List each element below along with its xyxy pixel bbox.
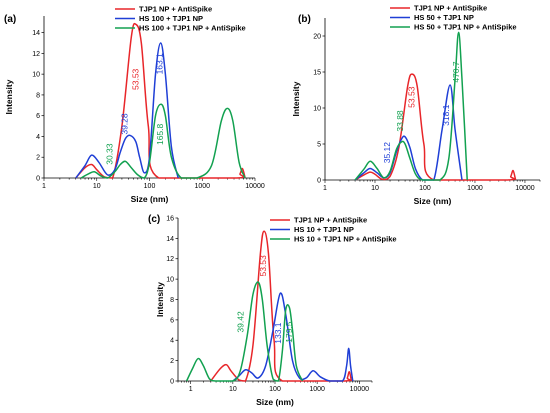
x-tick-label: 1000 — [467, 185, 483, 192]
y-tick-label: 0 — [317, 177, 321, 184]
y-tick-label: 12 — [166, 256, 174, 263]
x-tick-label: 100 — [419, 185, 431, 192]
series-line-red — [354, 73, 517, 181]
legend-entry: HS 10 + TJP1 NP + AntiSpike — [294, 235, 397, 244]
series-line-red — [210, 230, 353, 382]
legend-entry: TJP1 NP + AntiSpike — [294, 216, 367, 225]
peak-annotation: 53.53 — [407, 86, 417, 108]
legend-entry: TJP1 NP + AntiSpike — [414, 4, 487, 13]
y-axis-label: Intensity — [291, 81, 301, 116]
y-tick-label: 8 — [36, 92, 40, 99]
y-tick-label: 14 — [166, 236, 174, 243]
y-tick-label: 6 — [170, 317, 174, 324]
x-tick-label: 10 — [229, 386, 237, 393]
y-tick-label: 2 — [36, 155, 40, 162]
panel-label: (c) — [148, 214, 160, 225]
y-tick-label: 10 — [166, 277, 174, 284]
x-tick-label: 1 — [42, 183, 46, 190]
y-axis-label: Intensity — [4, 79, 14, 114]
panel-b: 0 5 10 15 20 1 10 100 1000 10000 Size (nm) Intensit… — [291, 4, 541, 206]
y-tick-label: 5 — [317, 141, 321, 148]
x-tick-label: 1 — [189, 386, 193, 393]
series-line-blue — [354, 84, 463, 181]
x-tick-label: 10000 — [245, 183, 265, 190]
y-tick-label: 4 — [170, 338, 174, 345]
x-tick-label: 100 — [269, 386, 281, 393]
peak-annotation: 133.1 — [273, 322, 283, 344]
peak-annotation: 39.42 — [236, 311, 246, 333]
x-tick-label: 1 — [323, 185, 327, 192]
y-tick-label: 6 — [36, 113, 40, 120]
legend-entry: HS 50 + TJP1 NP — [414, 13, 474, 22]
peak-annotation: 39.28 — [119, 113, 129, 135]
y-tick-label: 10 — [313, 105, 321, 112]
peak-annotation: 53.53 — [258, 255, 268, 277]
panel-a: 0 2 4 6 8 10 12 14 1 10 100 1000 10000 Size (nm) Inten… — [4, 5, 265, 204]
panel-c: 0 2 4 6 8 10 12 14 16 1 10 100 1000 10000 Size (nm) Int… — [148, 214, 397, 407]
series-line-blue — [75, 42, 179, 179]
legend-entry: HS 100 + TJP1 NP — [139, 14, 203, 23]
x-axis-label: Size (nm) — [131, 194, 169, 204]
peak-annotation: 163.1 — [154, 53, 164, 75]
y-tick-label: 16 — [166, 215, 174, 222]
peak-annotation: 318.1 — [441, 104, 451, 126]
x-tick-label: 1000 — [309, 386, 325, 393]
legend-entry: HS 100 + TJP1 NP + AntiSpike — [139, 24, 246, 33]
x-tick-label: 10000 — [350, 386, 370, 393]
y-axis-label: Intensity — [155, 282, 165, 317]
legend-entry: TJP1 NP + AntiSpike — [139, 5, 212, 14]
x-axis-label: Size (nm) — [256, 397, 294, 407]
x-tick-label: 10000 — [515, 185, 535, 192]
y-tick-label: 12 — [32, 51, 40, 58]
panel-label: (a) — [4, 14, 16, 25]
x-tick-label: 1000 — [194, 183, 210, 190]
x-tick-label: 10 — [371, 185, 379, 192]
series-line-green — [80, 103, 246, 179]
peak-annotation: 165.8 — [155, 123, 165, 145]
y-tick-label: 10 — [32, 72, 40, 79]
x-axis-label: Size (nm) — [414, 196, 452, 206]
peak-annotation: 33.88 — [395, 110, 405, 132]
x-tick-label: 10 — [93, 183, 101, 190]
y-tick-label: 0 — [170, 378, 174, 385]
peak-annotation: 179.5 — [284, 321, 294, 343]
panel-label: (b) — [298, 14, 311, 25]
y-tick-label: 8 — [170, 297, 174, 304]
y-tick-label: 2 — [170, 358, 174, 365]
y-tick-label: 0 — [36, 175, 40, 182]
legend-entry: HS 50 + TJP1 NP + AntiSpike — [414, 23, 517, 32]
series-line-blue — [232, 292, 354, 382]
y-tick-label: 14 — [32, 30, 40, 37]
peak-annotation: 470.7 — [451, 61, 461, 83]
y-tick-label: 20 — [313, 33, 321, 40]
series-line-red — [75, 22, 246, 179]
y-tick-label: 15 — [313, 69, 321, 76]
y-tick-label: 4 — [36, 134, 40, 141]
legend-entry: HS 10 + TJP1 NP — [294, 225, 354, 234]
peak-annotation: 30.33 — [105, 143, 115, 165]
series-line-green — [354, 31, 468, 181]
series-line-green — [185, 281, 304, 382]
x-tick-label: 100 — [144, 183, 156, 190]
peak-annotation: 53.53 — [131, 68, 141, 90]
peak-annotation: 35.12 — [382, 142, 392, 164]
